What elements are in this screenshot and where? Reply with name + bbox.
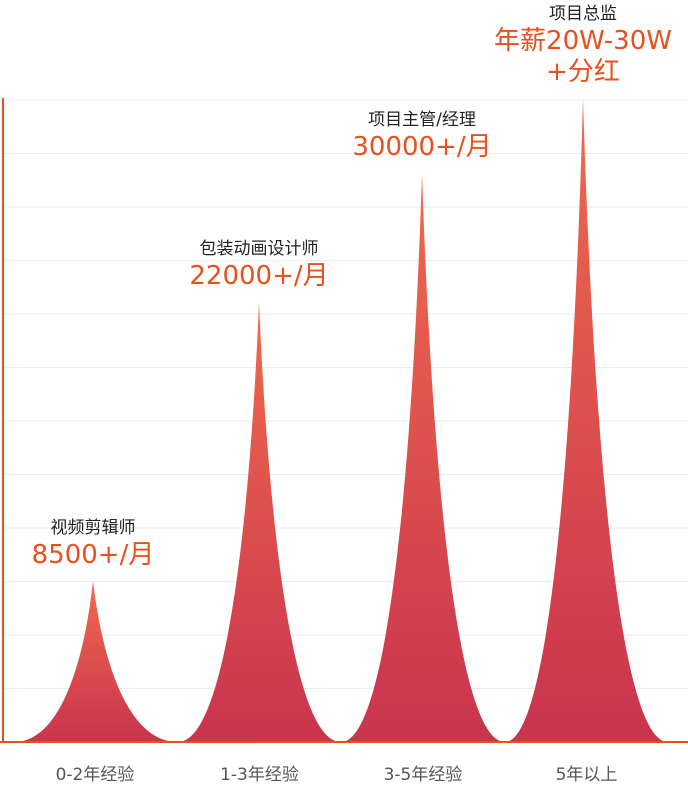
grid-lines <box>3 99 688 689</box>
x-tick-label-3: 5年以上 <box>556 765 618 784</box>
peak-0 <box>14 581 178 742</box>
peak-2 <box>341 173 505 743</box>
x-tick-label-2: 3-5年经验 <box>384 765 463 784</box>
role-label-2: 项目主管/经理 <box>368 110 476 130</box>
peak-3 <box>505 98 668 742</box>
x-tick-label-0: 0-2年经验 <box>56 765 135 784</box>
x-tick-labels: 0-2年经验 1-3年经验 3-5年经验 5年以上 <box>56 765 618 785</box>
axes <box>0 98 688 743</box>
x-tick-label-1: 1-3年经验 <box>220 765 299 784</box>
salary-label-3-0: 年薪20W-30W <box>494 26 672 56</box>
peaks <box>14 98 668 743</box>
role-label-3: 项目总监 <box>549 4 617 24</box>
role-label-0: 视频剪辑师 <box>51 518 136 538</box>
peak-1 <box>178 301 341 742</box>
salary-label-3-1: +分红 <box>546 57 620 87</box>
salary-label-1-0: 22000+/月 <box>189 261 328 291</box>
role-label-1: 包装动画设计师 <box>200 239 319 259</box>
salary-label-0-0: 8500+/月 <box>32 540 155 570</box>
salary-label-2-0: 30000+/月 <box>352 132 491 162</box>
